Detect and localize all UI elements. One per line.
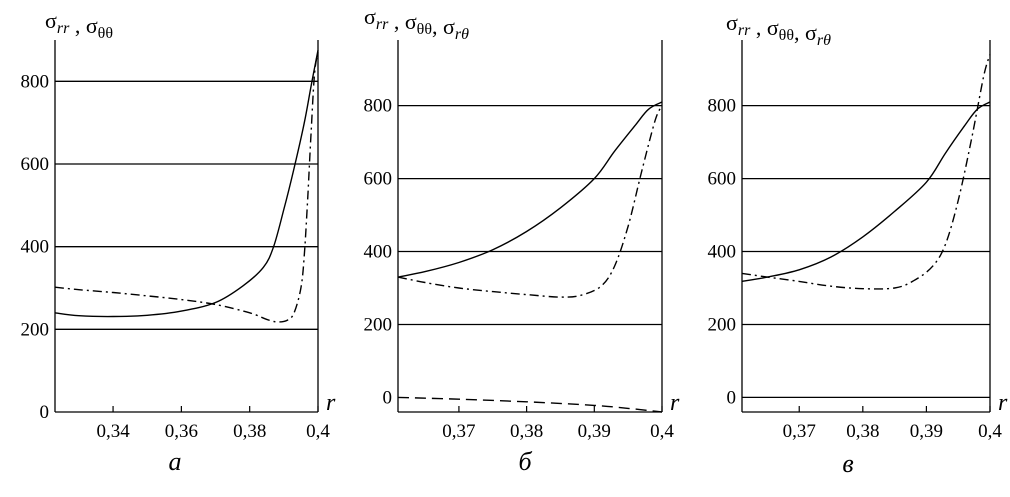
x-axis-label: r xyxy=(670,390,680,416)
x-tick-label: 0,38 xyxy=(233,421,266,442)
y-tick-label: 0 xyxy=(383,387,393,408)
series-line-dashdot xyxy=(54,52,319,323)
y-tick-label: 200 xyxy=(21,319,50,340)
series-line-dashdot xyxy=(741,54,991,290)
y-tick-label: 800 xyxy=(364,96,393,117)
x-tick-label: 0,4 xyxy=(650,421,674,442)
x-tick-label: 0,4 xyxy=(306,421,330,442)
x-tick-label: 0,38 xyxy=(510,421,543,442)
y-tick-label: 600 xyxy=(21,154,50,175)
y-tick-label: 400 xyxy=(708,242,737,263)
panel-caption: б xyxy=(518,447,532,476)
x-tick-label: 0,37 xyxy=(783,421,816,442)
x-tick-label: 0,4 xyxy=(978,421,1002,442)
y-tick-label: 600 xyxy=(364,169,393,190)
x-tick-label: 0,38 xyxy=(846,421,879,442)
y-tick-label: 400 xyxy=(21,237,50,258)
x-tick-label: 0,36 xyxy=(165,421,198,442)
series-line-solid xyxy=(54,50,319,318)
y-tick-label: 800 xyxy=(21,71,50,92)
y-axis-title: σrr , σθθ xyxy=(45,8,113,42)
y-tick-label: 200 xyxy=(708,314,737,335)
chart-panel-б: σrr , σθθ, σrθ 0 200 400 600 800 0,37 0,38 0,39 0… xyxy=(364,4,681,476)
series-line-dashed xyxy=(397,396,663,413)
y-tick-label: 200 xyxy=(364,314,393,335)
x-tick-label: 0,39 xyxy=(578,421,611,442)
y-axis-title: σrr , σθθ, σrθ xyxy=(364,4,469,43)
x-tick-label: 0,34 xyxy=(96,421,130,442)
series-line-solid xyxy=(741,101,991,283)
series-line-solid xyxy=(397,101,663,278)
chart-panel-в: σrr , σθθ, σrθ 0 200 400 600 800 0,37 0,38 0,39 0… xyxy=(708,10,1009,478)
chart-panel-а: σrr , σθθ 0 200 400 600 800 0,34 0,36 0,38 0,4 r а xyxy=(21,8,337,476)
y-tick-label: 0 xyxy=(40,402,50,423)
panel-caption: в xyxy=(842,449,853,478)
x-tick-label: 0,39 xyxy=(910,421,943,442)
y-tick-label: 0 xyxy=(727,387,737,408)
x-tick-label: 0,37 xyxy=(442,421,475,442)
x-axis-label: r xyxy=(998,390,1008,416)
y-tick-label: 400 xyxy=(364,242,393,263)
series-line-dashdot xyxy=(397,105,663,298)
y-tick-label: 600 xyxy=(708,169,737,190)
y-tick-label: 800 xyxy=(708,96,737,117)
panel-caption: а xyxy=(169,447,182,476)
y-axis-title: σrr , σθθ, σrθ xyxy=(726,10,831,49)
x-axis-label: r xyxy=(326,390,336,416)
